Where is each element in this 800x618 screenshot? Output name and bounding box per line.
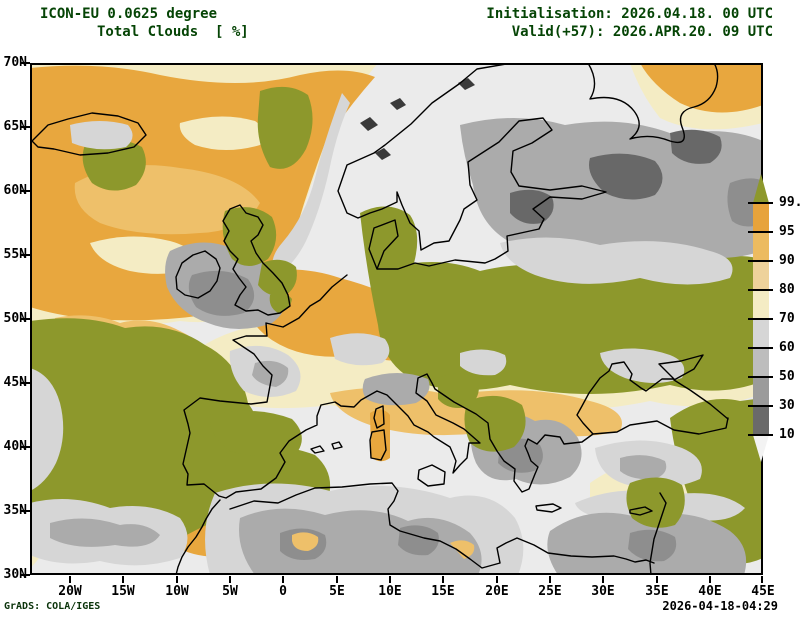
cloud-field (30, 63, 764, 575)
colorbar-below-min-triangle (753, 435, 769, 462)
colorbar-segment-30-50 (753, 377, 769, 406)
lat-label-55n: 55N (3, 247, 27, 262)
colorbar-label-80: 80 (779, 282, 795, 297)
lat-label-40n: 40N (3, 439, 27, 454)
lon-label-15w: 15W (111, 584, 135, 599)
map-area (30, 62, 764, 576)
colorbar-label-95: 95 (779, 224, 795, 239)
lon-label-40e: 40E (698, 584, 722, 599)
lat-label-30n: 30N (3, 567, 27, 582)
colorbar-above-max-triangle (753, 174, 769, 203)
colorbar-segment-90-95 (753, 232, 769, 261)
colorbar-label-30: 30 (779, 398, 795, 413)
lon-label-35e: 35E (645, 584, 669, 599)
lon-label-20e: 20E (485, 584, 509, 599)
lon-label-25e: 25E (538, 584, 562, 599)
colorbar-segment-10-30 (753, 406, 769, 435)
grads-credit: GrADS: COLA/IGES (4, 601, 101, 612)
lon-label-30e: 30E (591, 584, 615, 599)
colorbar-label-99-5: 99.5 (779, 195, 800, 210)
colorbar-segment-70-80 (753, 290, 769, 319)
colorbar-segment-80-90 (753, 261, 769, 290)
colorbar: 99.5 95 90 80 70 60 50 30 10 (748, 174, 800, 464)
lon-label-15e: 15E (431, 584, 455, 599)
colorbar-label-90: 90 (779, 253, 795, 268)
colorbar-segments (753, 203, 769, 435)
lat-label-45n: 45N (3, 375, 27, 390)
lon-label-10e: 10E (378, 584, 402, 599)
colorbar-label-70: 70 (779, 311, 795, 326)
lat-label-35n: 35N (3, 503, 27, 518)
plot-timestamp: 2026-04-18-04:29 (662, 599, 778, 613)
coastlines (31, 62, 729, 576)
lon-label-0: 0 (279, 584, 287, 599)
init-time-label: Initialisation: 2026.04.18. 00 UTC (486, 6, 773, 22)
variable-title: Total Clouds [ %] (97, 24, 249, 40)
model-title: ICON-EU 0.0625 degree (40, 6, 218, 22)
colorbar-segment-50-60 (753, 348, 769, 377)
lat-label-70n: 70N (3, 55, 27, 70)
colorbar-segment-60-70 (753, 319, 769, 348)
valid-time-label: Valid(+57): 2026.APR.20. 09 UTC (511, 24, 773, 40)
lon-label-45e: 45E (751, 584, 775, 599)
lat-label-60n: 60N (3, 183, 27, 198)
colorbar-label-10: 10 (779, 427, 795, 442)
colorbar-label-50: 50 (779, 369, 795, 384)
lat-label-50n: 50N (3, 311, 27, 326)
lon-label-5e: 5E (329, 584, 345, 599)
cloud-cover-map-svg (30, 62, 764, 576)
colorbar-label-60: 60 (779, 340, 795, 355)
lon-label-20w: 20W (58, 584, 82, 599)
lon-label-10w: 10W (165, 584, 189, 599)
colorbar-segment-95-99.5 (753, 203, 769, 232)
lon-label-5w: 5W (222, 584, 238, 599)
lat-label-65n: 65N (3, 119, 27, 134)
